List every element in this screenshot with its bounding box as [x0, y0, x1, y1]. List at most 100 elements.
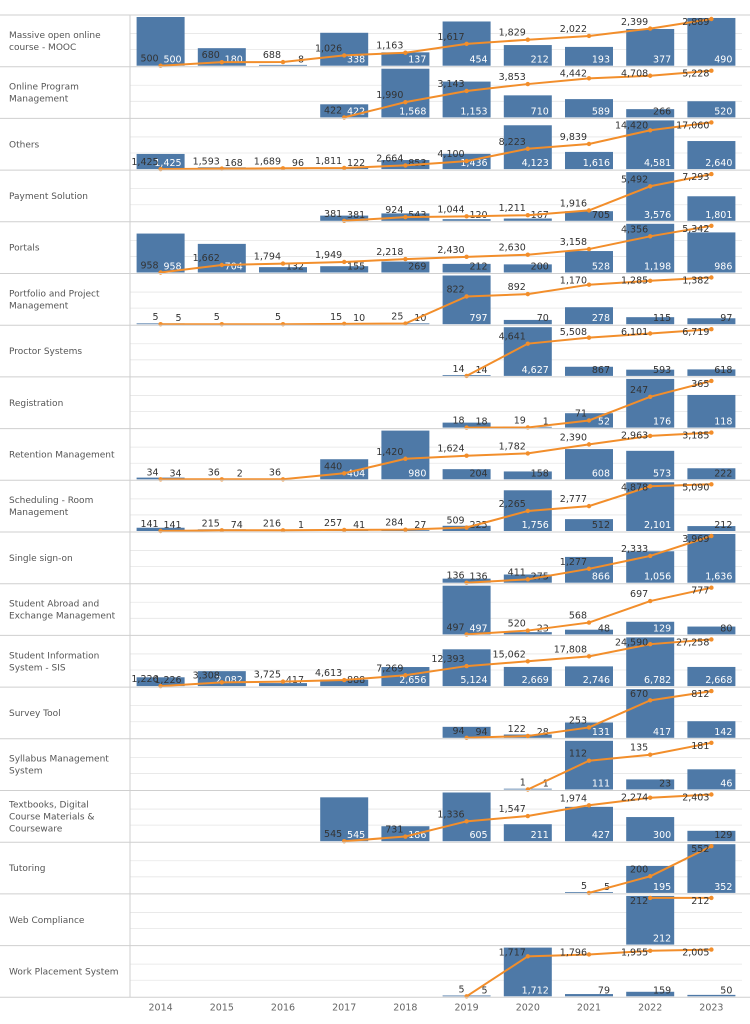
bar-value-label: 352 — [714, 882, 732, 893]
line-value-label: 2,390 — [560, 432, 587, 443]
x-tick-label: 2020 — [516, 1002, 540, 1013]
line-point-2019 — [464, 214, 469, 219]
line-value-label: 958 — [140, 261, 158, 272]
line-point-2018 — [403, 163, 408, 168]
row-label: Registration — [9, 399, 63, 409]
line-value-label: 5 — [153, 312, 159, 323]
line-value-label: 812 — [691, 689, 709, 700]
line-value-label: 1,689 — [254, 156, 281, 167]
bar-value-label: 142 — [714, 727, 732, 738]
line-value-label: 3,143 — [437, 79, 464, 90]
line-value-label: 4,878 — [621, 482, 648, 493]
line-value-label: 14 — [453, 364, 465, 375]
line-point-2020 — [525, 146, 530, 151]
line-point-2023 — [709, 792, 714, 797]
bar-value-label: 454 — [469, 55, 487, 66]
bar-2018 — [381, 261, 430, 273]
x-tick-label: 2019 — [455, 1002, 479, 1013]
row-label: Tutoring — [8, 864, 46, 874]
line-point-2019 — [464, 735, 469, 740]
line-value-label: 2,265 — [499, 499, 526, 510]
line-point-2021 — [586, 654, 592, 659]
bar-2022 — [626, 482, 675, 531]
line-point-2015 — [219, 262, 224, 268]
line-point-2019 — [464, 632, 469, 637]
bar-value-label: 704 — [225, 262, 243, 273]
bar-value-label: 1,436 — [460, 158, 487, 169]
line-point-2014 — [158, 322, 163, 327]
line-value-label: 1,796 — [560, 948, 587, 959]
line-value-label: 3,725 — [254, 670, 281, 681]
bar-value-label: 34 — [170, 468, 182, 479]
bar-value-label: 48 — [598, 623, 610, 634]
bar-value-label: 605 — [469, 830, 487, 841]
line-point-2019 — [464, 425, 469, 430]
row-label: Textbooks, Digital Course Materials & Cour… — [8, 800, 94, 834]
bar-2023 — [687, 526, 736, 531]
line-point-2019 — [464, 994, 469, 999]
line-value-label: 680 — [202, 50, 220, 61]
bar-value-label: 212 — [469, 262, 487, 273]
line-value-label: 257 — [324, 518, 342, 529]
line-point-2019 — [464, 580, 469, 585]
bar-2018 — [381, 68, 430, 118]
line-point-2022 — [648, 752, 653, 757]
line-point-2017 — [342, 839, 347, 844]
line-point-2017 — [342, 53, 347, 58]
line-point-2020 — [525, 577, 530, 582]
bar-2022 — [626, 779, 675, 790]
row-label: Syllabus Management System — [9, 755, 109, 777]
line-point-2020 — [525, 813, 530, 819]
line-point-2022 — [648, 128, 653, 133]
line-value-label: 2,430 — [437, 245, 464, 256]
bar-value-label: 131 — [592, 727, 610, 738]
line-point-2016 — [280, 477, 286, 482]
bar-2023 — [687, 994, 736, 997]
bar-2021 — [565, 366, 613, 376]
line-value-label: 5,492 — [621, 174, 648, 185]
line-point-2022 — [648, 553, 653, 559]
bar-2019 — [442, 275, 491, 325]
line-value-label: 4,442 — [560, 69, 587, 80]
bar-value-label: 3,576 — [644, 210, 671, 221]
cumulative-line — [160, 121, 712, 171]
row-label: Payment Solution — [9, 192, 88, 202]
line-point-2022 — [648, 641, 653, 647]
bar-2020 — [503, 95, 552, 118]
bar-value-label: 608 — [592, 468, 610, 479]
line-value-label: 2,630 — [499, 243, 526, 254]
row-label: Portals — [9, 244, 40, 254]
line-value-label: 5 — [214, 312, 220, 323]
line-point-2018 — [403, 321, 408, 326]
line-value-label: 568 — [569, 611, 587, 622]
bar-2023 — [687, 830, 736, 842]
bar-value-label: 28 — [537, 727, 549, 738]
line-value-label: 670 — [630, 689, 648, 700]
line-point-2021 — [586, 566, 592, 571]
line-value-label: 688 — [263, 50, 281, 61]
bar-value-label: 129 — [714, 830, 732, 841]
line-value-label: 5 — [275, 312, 281, 323]
line-value-label: 2,664 — [376, 153, 403, 164]
row-label: Work Placement System — [9, 967, 119, 977]
cumulative-line — [527, 741, 712, 791]
line-value-label: 3,158 — [560, 237, 587, 248]
line-value-label: 1,624 — [437, 444, 464, 455]
line-value-label: 24,590 — [615, 637, 648, 648]
bar-2016 — [259, 267, 307, 273]
line-point-2015 — [219, 528, 224, 533]
bar-value-label: 204 — [469, 468, 487, 479]
bar-value-label: 986 — [714, 262, 732, 273]
line-value-label: 1,226 — [131, 674, 158, 685]
line-value-label: 9,839 — [560, 132, 587, 143]
bar-2022 — [626, 28, 675, 66]
line-value-label: 924 — [385, 205, 403, 216]
line-value-label: 181 — [691, 741, 709, 752]
line-point-2016 — [280, 261, 286, 266]
bar-value-label: 79 — [598, 985, 610, 996]
bar-value-label: 958 — [163, 262, 181, 273]
bar-value-label: 1,636 — [705, 572, 732, 583]
line-point-2021 — [586, 418, 592, 423]
line-point-2020 — [525, 628, 530, 633]
line-value-label: 94 — [453, 726, 465, 737]
